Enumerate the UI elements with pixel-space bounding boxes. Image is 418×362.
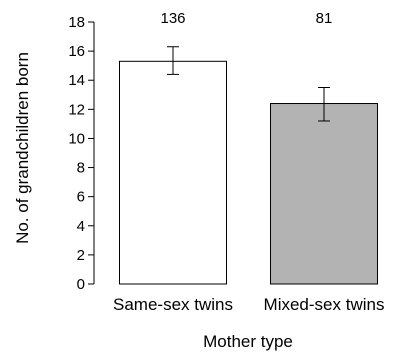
y-tick-label: 14	[68, 72, 85, 89]
error-bars-group	[167, 46, 330, 122]
x-category-label: Same-sex twins	[113, 295, 233, 314]
bar-same-sex-twins	[119, 60, 227, 285]
y-tick-label: 10	[68, 130, 85, 147]
y-tick-label: 4	[77, 218, 85, 235]
sample-size-label: 81	[316, 10, 333, 27]
bar-mixed-sex-twins	[270, 103, 378, 285]
y-axis: 0 2 4 6 8 10 12 14 16 18	[68, 14, 95, 293]
sample-size-label: 136	[160, 10, 185, 27]
y-axis-label: No. of grandchildren born	[13, 52, 32, 244]
bars-group	[119, 60, 378, 285]
x-category-labels: Same-sex twins Mixed-sex twins	[113, 295, 384, 314]
x-axis-label: Mother type	[203, 332, 293, 351]
y-tick-label: 16	[68, 43, 85, 60]
y-tick-label: 2	[77, 247, 85, 264]
y-tick-label: 18	[68, 14, 85, 31]
y-tick-label: 12	[68, 101, 85, 118]
y-tick-label: 8	[77, 160, 85, 177]
sample-size-labels: 136 81	[160, 10, 332, 27]
y-tick-label: 6	[77, 189, 85, 206]
y-tick-label: 0	[77, 276, 85, 293]
x-category-label: Mixed-sex twins	[264, 295, 385, 314]
